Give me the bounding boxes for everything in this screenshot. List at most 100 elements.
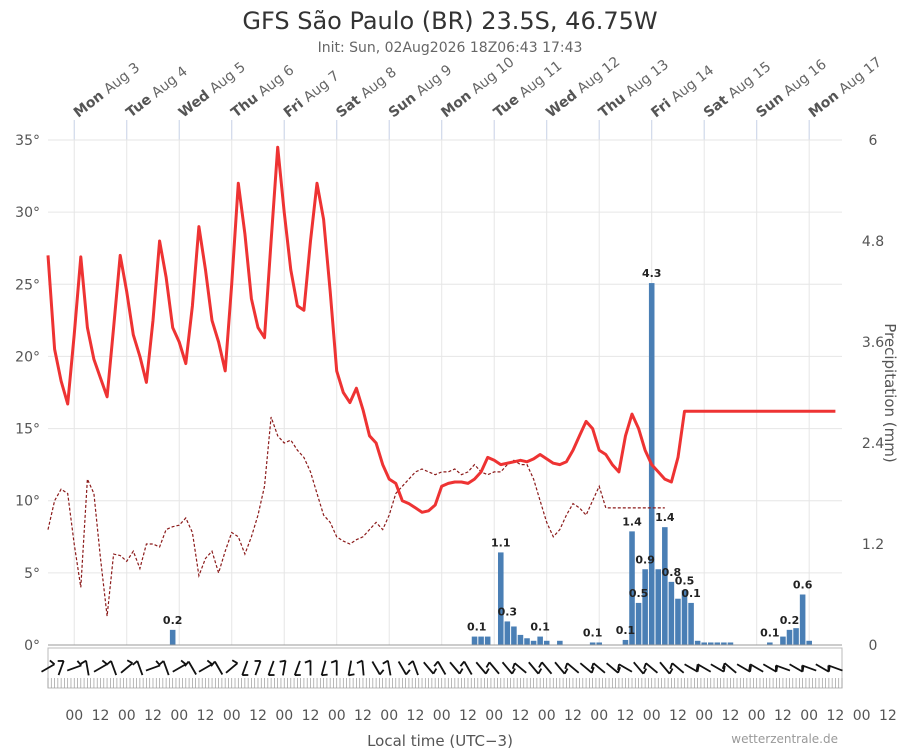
wind-barb-flag: [231, 659, 238, 664]
left-tick-label: 25°: [15, 277, 40, 293]
wind-barb-shaft: [554, 661, 566, 675]
left-tick-label: 10°: [15, 494, 40, 510]
precip-bar: [675, 598, 681, 645]
precip-bar: [635, 602, 642, 645]
precip-value-label: 0.1: [760, 626, 780, 639]
wind-barb-shaft: [136, 660, 144, 676]
wind-barb-shaft: [789, 663, 804, 673]
wind-barb-shaft: [645, 662, 659, 674]
chart-title: GFS São Paulo (BR) 23.5S, 46.75W: [242, 7, 657, 35]
wind-barb-flag: [382, 659, 389, 665]
x-tick-label: 12: [617, 708, 635, 724]
right-tick-label: 0: [869, 638, 878, 654]
x-tick-label: 12: [774, 708, 792, 724]
precip-value-label: 0.2: [163, 614, 183, 627]
precip-bar: [517, 634, 524, 645]
precip-value-label: 0.1: [583, 626, 603, 639]
wind-barb-shaft: [514, 662, 527, 674]
wind-barb-flag: [158, 660, 165, 666]
wind-barb-flag: [126, 659, 133, 664]
right-tick-label: 6: [869, 133, 878, 149]
wind-barb-shaft: [671, 662, 685, 674]
wind-barb-shaft: [710, 663, 725, 673]
wind-barb-flag: [132, 660, 138, 666]
wind-barb-flag: [563, 668, 569, 675]
x-tick-label: 12: [302, 708, 320, 724]
right-axis-label: Precipitation (mm): [881, 323, 899, 462]
wind-barb-shaft: [801, 664, 817, 672]
precip-bar: [589, 642, 596, 645]
wind-barb-shaft: [93, 663, 108, 673]
wind-barb-shaft: [618, 663, 633, 673]
left-tick-label: 0°: [24, 638, 40, 654]
precip-value-label: 0.5: [629, 587, 649, 600]
wind-barb-shaft: [254, 660, 262, 676]
wind-barb-flag: [80, 659, 87, 665]
precip-bar: [524, 638, 530, 645]
x-tick-label: 12: [512, 708, 530, 724]
x-tick-label: 12: [564, 708, 582, 724]
wind-barb-shaft: [267, 660, 275, 676]
precip-bar: [497, 552, 504, 645]
wind-barb-flag: [721, 662, 726, 670]
x-tick-label: 00: [65, 708, 83, 724]
precip-bar: [721, 642, 727, 645]
precip-value-label: 0.3: [498, 605, 518, 618]
wind-barb-shaft: [371, 661, 381, 675]
wind-barb-strip: [41, 647, 843, 689]
wind-barb-flag: [433, 660, 439, 667]
x-tick-label: 00: [380, 708, 398, 724]
precip-bar: [786, 629, 793, 645]
left-tick-label: 30°: [15, 205, 40, 221]
wind-barb-flag: [379, 669, 385, 676]
temperature-line: [46, 145, 836, 514]
wind-barb-flag: [184, 660, 190, 667]
wind-barb-shaft: [475, 661, 487, 675]
wind-barb-shaft: [187, 661, 197, 675]
credit-text: wetterzentrale.de: [731, 732, 838, 746]
right-tick-label: 3.6: [862, 335, 884, 351]
x-tick-label: 12: [459, 708, 477, 724]
x-tick-label: 00: [485, 708, 503, 724]
precip-bar: [478, 636, 484, 645]
wind-barb-flag: [643, 662, 647, 670]
precip-value-label: 1.4: [622, 515, 642, 528]
wind-barb-flag: [668, 668, 674, 675]
precip-value-label: 0.6: [793, 579, 813, 592]
x-tick-label: 12: [354, 708, 372, 724]
x-tick-label: 00: [538, 708, 556, 724]
wind-barb-flag: [749, 665, 752, 672]
precip-value-label: 0.1: [530, 621, 550, 634]
left-tick-label: 35°: [15, 133, 40, 149]
wind-barb-shaft: [749, 663, 764, 673]
precip-bar: [799, 594, 806, 645]
wind-barb-shaft: [120, 662, 134, 674]
precip-bar: [714, 642, 721, 645]
wind-barb-shaft: [463, 661, 473, 675]
x-tick-label: 12: [92, 708, 110, 724]
wind-barb-shaft: [282, 660, 287, 676]
right-axis-ticks: 0 1.2 2.4 3.6 4.8 6: [862, 133, 884, 654]
precip-bar: [484, 636, 491, 645]
precip-bar: [806, 640, 812, 645]
wind-barb-flag: [330, 659, 338, 664]
wind-barb-flag: [642, 668, 648, 675]
x-tick-label: 00: [118, 708, 136, 724]
wind-barb-shaft: [241, 660, 249, 676]
precip-bar: [511, 626, 517, 645]
x-tick-label: 12: [827, 708, 845, 724]
precip-bar: [622, 639, 629, 645]
precip-bar: [767, 642, 773, 645]
precip-bar: [655, 569, 662, 645]
precip-value-label: 4.3: [642, 267, 662, 280]
wind-barb-shaft: [488, 661, 500, 675]
precip-value-label: 0.2: [780, 614, 800, 627]
wind-barb-shaft: [423, 661, 435, 675]
precip-bar: [727, 642, 734, 645]
precip-bar: [662, 527, 668, 645]
wind-barb-shaft: [162, 660, 170, 676]
x-tick-label: 00: [800, 708, 818, 724]
wind-barb-shaft: [736, 663, 751, 673]
precip-value-label: 0.8: [662, 566, 682, 579]
